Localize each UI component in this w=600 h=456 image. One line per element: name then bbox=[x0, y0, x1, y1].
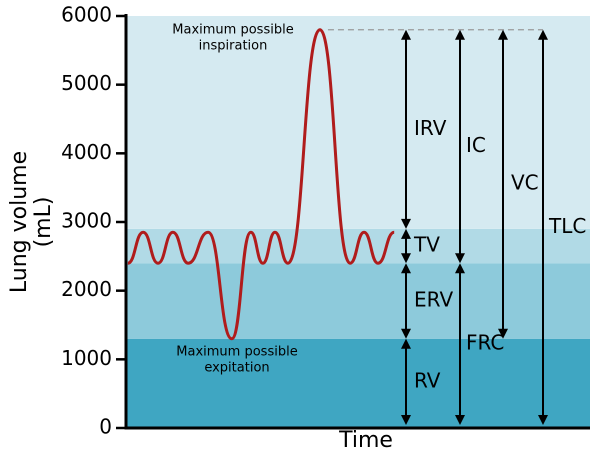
y-tick-label: 6000 bbox=[61, 3, 112, 27]
arrow-label: VC bbox=[511, 171, 539, 195]
volume-band bbox=[126, 263, 590, 339]
annotation: Maximum possible bbox=[172, 23, 293, 38]
y-axis-label: Lung volume bbox=[7, 151, 32, 293]
arrow-head bbox=[401, 338, 411, 349]
y-tick-label: 1000 bbox=[61, 346, 112, 370]
arrow-label: FRC bbox=[466, 331, 504, 355]
arrow-label: RV bbox=[414, 368, 441, 392]
y-tick-label: 5000 bbox=[61, 71, 112, 95]
arrow-head bbox=[401, 29, 411, 40]
y-tick-label: 4000 bbox=[61, 140, 112, 164]
annotation: inspiration bbox=[199, 39, 268, 54]
arrow-head bbox=[401, 228, 411, 239]
arrow-head bbox=[538, 29, 548, 40]
y-axis-label: (mL) bbox=[31, 197, 56, 248]
volume-band bbox=[126, 16, 590, 229]
arrow-head bbox=[401, 328, 411, 339]
y-tick-label: 2000 bbox=[61, 277, 112, 301]
arrow-head bbox=[498, 29, 508, 40]
arrow-head bbox=[455, 253, 465, 264]
arrow-label: TLC bbox=[548, 214, 586, 238]
y-tick-label: 0 bbox=[99, 415, 112, 439]
arrow-head bbox=[401, 218, 411, 229]
arrow-head bbox=[455, 415, 465, 425]
arrow-head bbox=[455, 263, 465, 274]
arrow-head bbox=[401, 263, 411, 274]
arrow-label: TV bbox=[413, 233, 440, 257]
volume-band bbox=[126, 338, 590, 428]
y-tick-label: 3000 bbox=[61, 209, 112, 233]
annotation: expitation bbox=[204, 361, 269, 376]
arrow-label: IRV bbox=[414, 116, 447, 140]
arrow-head bbox=[498, 328, 508, 339]
annotation: Maximum possible bbox=[176, 345, 297, 360]
arrow-head bbox=[455, 29, 465, 40]
band-layer bbox=[126, 16, 590, 428]
arrow-head bbox=[401, 253, 411, 264]
volume-trace bbox=[127, 28, 395, 341]
arrow-label: ERV bbox=[414, 287, 453, 311]
arrow-label: IC bbox=[466, 133, 486, 157]
arrow-head bbox=[538, 415, 548, 425]
x-axis-label: Time bbox=[338, 428, 393, 452]
arrow-head bbox=[401, 415, 411, 425]
